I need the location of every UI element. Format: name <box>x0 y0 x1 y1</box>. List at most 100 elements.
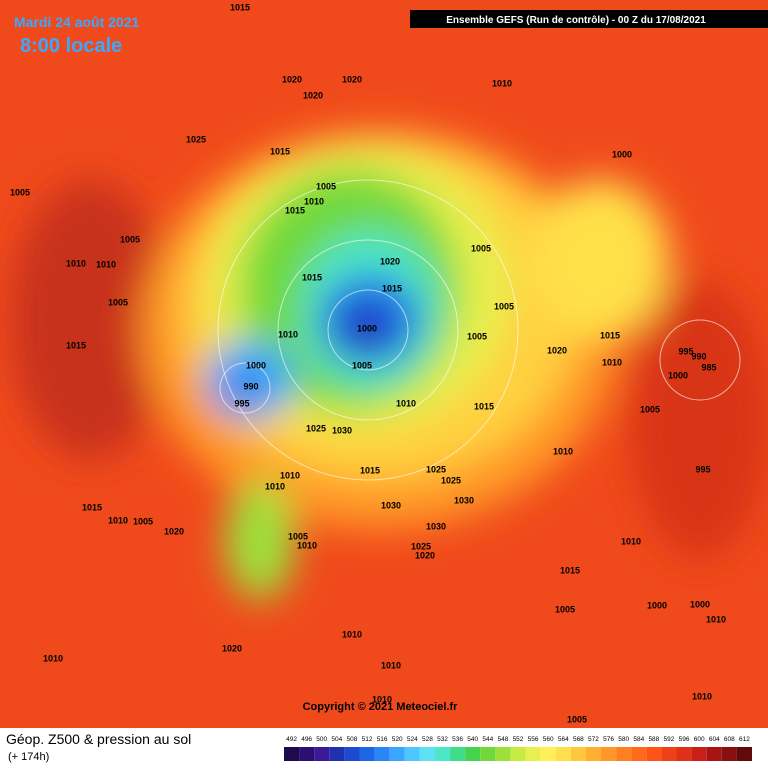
legend-label: 524 <box>407 736 418 743</box>
legend-label: 540 <box>467 736 478 743</box>
pressure-label: 1015 <box>66 340 86 350</box>
pressure-label: 1020 <box>547 345 567 355</box>
legend-swatch <box>359 747 375 761</box>
legend-label: 544 <box>482 736 493 743</box>
pressure-label: 1020 <box>380 256 400 266</box>
pressure-label: 1005 <box>10 187 30 197</box>
pressure-label: 1005 <box>316 181 336 191</box>
legend-swatch <box>601 747 617 761</box>
pressure-label: 1010 <box>342 629 362 639</box>
pressure-label: 1005 <box>640 404 660 414</box>
pressure-label: 1010 <box>265 481 285 491</box>
pressure-label: 1030 <box>454 495 474 505</box>
pressure-label: 1000 <box>612 149 632 159</box>
pressure-label: 1005 <box>133 516 153 526</box>
legend-swatch <box>616 747 632 761</box>
legend-label: 532 <box>437 736 448 743</box>
legend-label: 564 <box>558 736 569 743</box>
pressure-label: 1000 <box>647 600 667 610</box>
legend-label: 520 <box>392 736 403 743</box>
legend-label: 612 <box>739 736 750 743</box>
legend-swatch <box>374 747 390 761</box>
legend-label: 604 <box>709 736 720 743</box>
legend-swatch <box>495 747 511 761</box>
legend-swatch <box>585 747 602 761</box>
pressure-label: 1005 <box>555 604 575 614</box>
legend-label: 572 <box>588 736 599 743</box>
pressure-label: 1005 <box>108 297 128 307</box>
legend-swatch <box>404 747 420 761</box>
pressure-label: 990 <box>243 381 258 391</box>
pressure-label: 1010 <box>297 540 317 550</box>
pressure-label: 995 <box>234 398 249 408</box>
legend-swatch <box>721 747 737 761</box>
legend-label: 592 <box>664 736 675 743</box>
copyright: Copyright © 2021 Meteociel.fr <box>303 701 459 713</box>
legend-label: 500 <box>316 736 327 743</box>
legend-label: 580 <box>618 736 629 743</box>
pressure-label: 1010 <box>372 694 392 704</box>
legend-swatch <box>510 747 526 761</box>
legend-swatch <box>299 747 315 761</box>
pressure-label: 995 <box>695 464 710 474</box>
legend-label: 492 <box>286 736 297 743</box>
pressure-label: 1025 <box>186 134 206 144</box>
height-field <box>10 130 768 600</box>
footer-lead: (+ 174h) <box>8 751 49 763</box>
pressure-label: 1005 <box>471 243 491 253</box>
legend-label: 552 <box>513 736 524 743</box>
pressure-label: 1015 <box>474 401 494 411</box>
pressure-label: 1015 <box>382 283 402 293</box>
pressure-label: 1015 <box>82 502 102 512</box>
legend-swatch <box>570 747 586 761</box>
pressure-label: 1030 <box>381 500 401 510</box>
pressure-label: 1000 <box>246 360 266 370</box>
pressure-label: 1005 <box>120 234 140 244</box>
legend-swatch <box>676 747 692 761</box>
pressure-label: 1015 <box>270 146 290 156</box>
pressure-label: 985 <box>701 362 716 372</box>
legend-label: 504 <box>331 736 342 743</box>
pressure-label: 1015 <box>302 272 322 282</box>
legend-label: 508 <box>347 736 358 743</box>
pressure-label: 995 <box>678 346 693 356</box>
pressure-label: 1005 <box>467 331 487 341</box>
pressure-label: 1010 <box>381 660 401 670</box>
pressure-label: 1030 <box>332 425 352 435</box>
pressure-label: 1015 <box>360 465 380 475</box>
pressure-label: 1010 <box>692 691 712 701</box>
pressure-label: 1010 <box>706 614 726 624</box>
pressure-label: 1010 <box>602 357 622 367</box>
pressure-label: 1010 <box>621 536 641 546</box>
legend-label: 608 <box>724 736 735 743</box>
pressure-label: 1025 <box>306 423 326 433</box>
legend-label: 568 <box>573 736 584 743</box>
legend-swatch <box>389 747 405 761</box>
pressure-label: 1025 <box>441 475 461 485</box>
pressure-label: 1010 <box>396 398 416 408</box>
legend-swatch <box>465 747 481 761</box>
pressure-label: 1005 <box>288 531 308 541</box>
legend-swatch <box>631 747 647 761</box>
pressure-label: 1010 <box>492 78 512 88</box>
pressure-label: 1005 <box>352 360 372 370</box>
legend-label: 596 <box>679 736 690 743</box>
legend-swatch <box>525 747 541 761</box>
legend-swatch <box>419 747 435 761</box>
legend-swatch <box>646 747 662 761</box>
legend-label: 496 <box>301 736 312 743</box>
pressure-label: 1020 <box>342 74 362 84</box>
legend-label: 548 <box>497 736 508 743</box>
legend-label: 600 <box>694 736 705 743</box>
pressure-label: 1015 <box>600 330 620 340</box>
legend-swatch <box>736 747 752 761</box>
pressure-label: 1000 <box>668 370 688 380</box>
pressure-label: 1005 <box>567 714 587 724</box>
legend-label: 512 <box>362 736 373 743</box>
footer-title: Géop. Z500 & pression au sol <box>6 731 191 747</box>
pressure-label: 1030 <box>426 521 446 531</box>
legend-swatch <box>450 747 466 761</box>
isobars <box>217 179 741 481</box>
pressure-label: 1010 <box>108 515 128 525</box>
